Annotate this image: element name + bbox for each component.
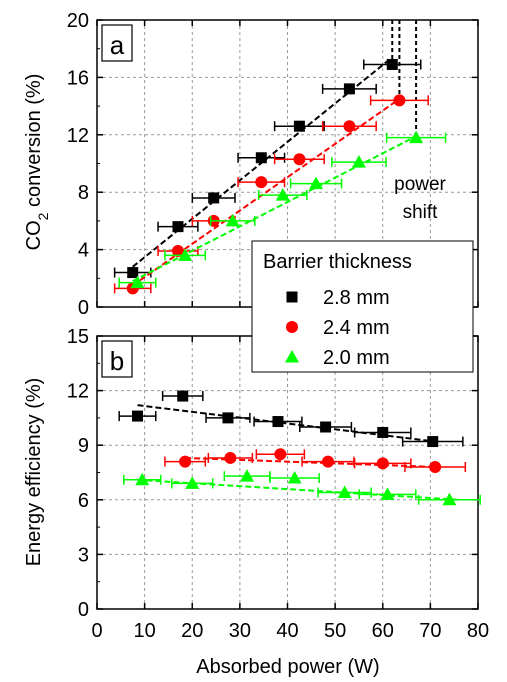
- panel-b: 0 3 6 9 12 15 0 10 20 30 40 50 60 70 80 b: [67, 326, 489, 642]
- data-point: [376, 457, 389, 470]
- data-point: [377, 426, 389, 438]
- y-tick-label: 8: [78, 182, 89, 204]
- data-point: [240, 469, 255, 482]
- legend: Barrier thickness 2.8 mm 2.4 mm 2.0 mm: [251, 240, 474, 373]
- data-point: [293, 153, 306, 166]
- data-point: [185, 476, 200, 489]
- data-point: [309, 176, 324, 190]
- x-tick-label: 0: [91, 620, 102, 642]
- y-axis-label-b: Energy efficiency (%): [23, 378, 45, 567]
- y-tick-label: 0: [78, 599, 89, 621]
- annotation-shift: shift: [403, 202, 439, 223]
- data-point: [172, 221, 184, 233]
- data-point: [321, 455, 334, 468]
- x-tick-label: 80: [467, 620, 489, 642]
- legend-label: 2.0 mm: [323, 347, 390, 369]
- x-tick-label: 20: [181, 620, 203, 642]
- series-2.4-mm: [113, 94, 429, 295]
- annotation-power: power: [394, 174, 446, 195]
- y-tick-label: 12: [67, 381, 89, 403]
- y-tick-label: 3: [78, 544, 89, 566]
- panel-label-box: [101, 340, 133, 378]
- y-tick-label: 0: [78, 297, 89, 319]
- y-tick-label: 6: [78, 490, 89, 512]
- data-point: [127, 267, 139, 279]
- data-point: [343, 83, 355, 95]
- series-2.0-mm: [118, 130, 447, 289]
- x-axis-label: Absorbed power (W): [196, 656, 379, 678]
- plot-frame: [96, 335, 479, 610]
- data-point: [224, 451, 237, 464]
- data-point: [380, 487, 395, 500]
- data-point: [135, 472, 150, 486]
- x-tick-label: 10: [134, 620, 156, 642]
- panel-label: a: [110, 30, 125, 60]
- data-point: [287, 470, 302, 484]
- data-point: [255, 176, 268, 189]
- data-point: [130, 275, 145, 289]
- data-point: [178, 248, 193, 261]
- data-point: [222, 412, 234, 424]
- data-point: [393, 94, 406, 107]
- data-point: [177, 390, 189, 402]
- data-point: [343, 120, 356, 133]
- fit-line: [137, 404, 436, 443]
- y-tick-label: 16: [67, 67, 89, 89]
- data-point: [171, 245, 184, 258]
- data-point: [386, 58, 398, 70]
- legend-marker: [286, 291, 298, 303]
- series-2.4-mm: [164, 448, 467, 474]
- data-point: [275, 188, 290, 201]
- y-tick-label: 12: [67, 125, 89, 147]
- panel-a: 0 4 8 12 16 20 a: [67, 10, 479, 319]
- legend-marker: [286, 321, 298, 333]
- y-axis-label-a: CO2 conversion (%): [23, 74, 51, 251]
- x-tick-label: 70: [419, 620, 441, 642]
- fit-line: [132, 135, 417, 283]
- panel-label: b: [110, 346, 124, 376]
- series-2.8-mm: [113, 56, 422, 279]
- fit-line: [185, 456, 438, 469]
- x-tick-label: 30: [229, 620, 251, 642]
- y-tick-label: 9: [78, 435, 89, 457]
- y-tick-label: 4: [78, 240, 89, 262]
- panel-label-box: [101, 24, 133, 62]
- series-2.0-mm: [123, 469, 481, 506]
- data-point: [272, 416, 284, 428]
- legend-box: [251, 240, 474, 373]
- legend-label: 2.8 mm: [323, 287, 390, 309]
- data-point: [179, 455, 192, 468]
- series-2.8-mm: [118, 390, 464, 448]
- data-point: [255, 152, 267, 164]
- data-point: [427, 436, 439, 448]
- data-point: [274, 448, 287, 461]
- data-point: [208, 192, 220, 204]
- legend-marker: [285, 350, 299, 363]
- legend-title: Barrier thickness: [263, 251, 412, 273]
- x-tick-label: 50: [324, 620, 346, 642]
- y-tick-label: 20: [67, 10, 89, 32]
- data-point: [409, 130, 424, 144]
- data-point: [320, 421, 332, 433]
- y-tick-label: 15: [67, 326, 89, 348]
- data-point: [351, 155, 366, 168]
- x-tick-label: 60: [372, 620, 394, 642]
- data-point: [293, 120, 305, 132]
- data-point: [131, 410, 143, 422]
- data-point: [429, 461, 442, 474]
- data-point: [225, 213, 240, 227]
- x-tick-label: 40: [276, 620, 298, 642]
- data-point: [337, 485, 352, 499]
- data-point: [442, 492, 457, 506]
- legend-label: 2.4 mm: [323, 317, 390, 339]
